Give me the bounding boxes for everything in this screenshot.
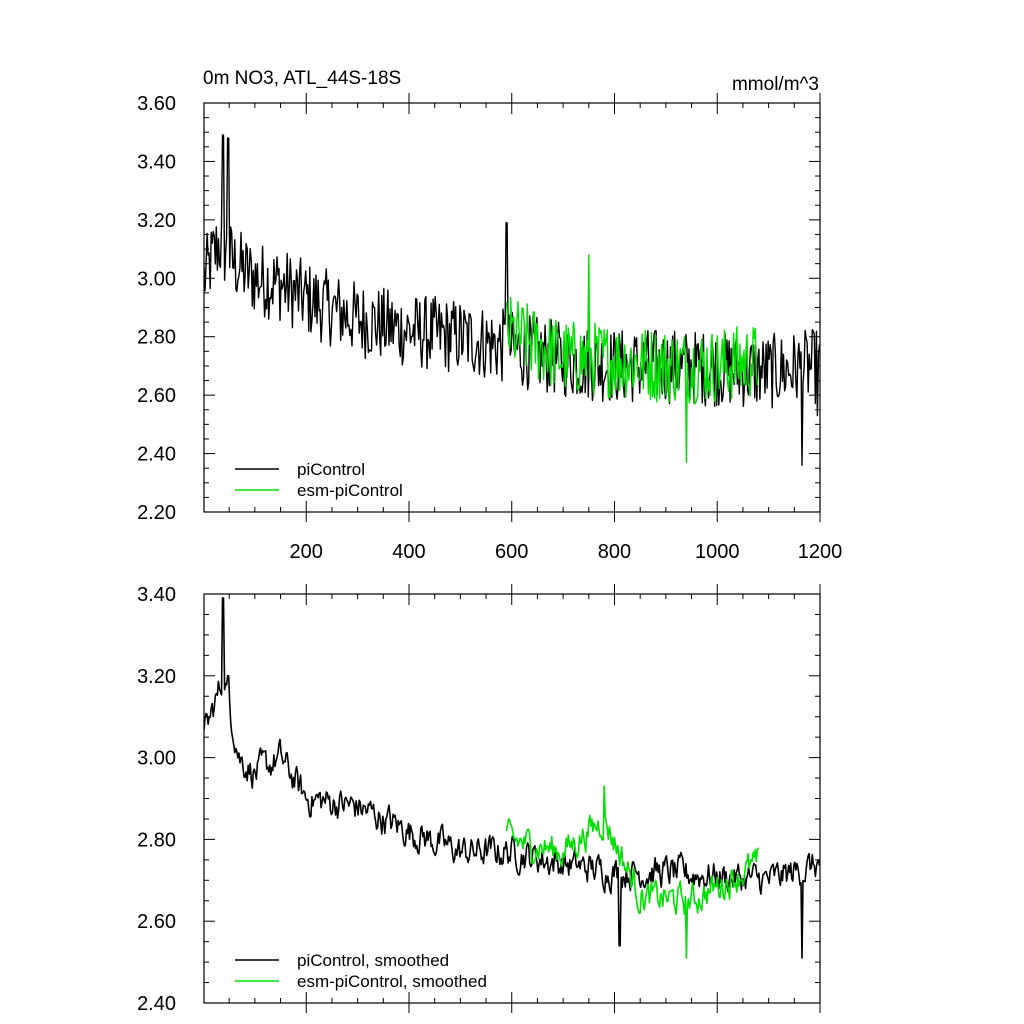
x-tick-label: 1000 <box>695 541 740 563</box>
bottom-legend: piControl, smoothed esm-piControl, smooth… <box>235 951 487 991</box>
plot-frame <box>203 102 821 513</box>
y-tick-label: 2.60 <box>137 911 176 933</box>
bottom-series-lines <box>204 597 820 959</box>
y-tick-label: 2.40 <box>137 993 176 1015</box>
y-tick-label: 2.40 <box>137 444 176 466</box>
plot-frame <box>203 593 821 1004</box>
top-series-lines <box>204 134 820 466</box>
series-line-picontrol <box>204 134 820 466</box>
legend-label: esm-piControl <box>297 481 403 500</box>
units-label: mmol/m^3 <box>732 74 819 95</box>
legend-label: esm-piControl, smoothed <box>297 972 487 991</box>
x-tick-label: 800 <box>598 541 631 563</box>
y-tick-label: 3.40 <box>137 151 176 173</box>
x-tick-label: 600 <box>495 541 528 563</box>
y-tick-label: 3.60 <box>137 93 176 115</box>
y-tick-label: 2.60 <box>137 385 176 407</box>
series-line-esm-picontrol <box>505 785 760 959</box>
y-tick-label: 2.20 <box>137 502 176 524</box>
top-axes: 2.20 2.40 2.60 2.80 3.00 3.20 3.40 3.60 200 400 60… <box>137 93 842 563</box>
series-line-esm-picontrol <box>505 254 759 463</box>
x-tick-label: 400 <box>392 541 425 563</box>
y-tick-label: 3.40 <box>137 584 176 606</box>
y-tick-label: 2.80 <box>137 829 176 851</box>
y-tick-label: 2.80 <box>137 327 176 349</box>
x-tick-label: 200 <box>290 541 323 563</box>
series-line-picontrol <box>204 597 820 959</box>
y-tick-label: 3.20 <box>137 666 176 688</box>
legend-label: piControl <box>297 460 365 479</box>
top-panel: 0m NO3, ATL_44S-18S mmol/m^3 2.20 2.40 2.6… <box>137 68 842 563</box>
x-tick-label: 1200 <box>798 541 843 563</box>
y-tick-label: 3.20 <box>137 210 176 232</box>
y-tick-label: 3.00 <box>137 268 176 290</box>
chart-title: 0m NO3, ATL_44S-18S <box>203 68 401 89</box>
bottom-panel: 2.40 2.60 2.80 3.00 3.20 3.40 piControl, smoo… <box>137 584 821 1015</box>
top-legend: piControl esm-piControl <box>235 460 403 500</box>
bottom-axes: 2.40 2.60 2.80 3.00 3.20 3.40 <box>137 584 821 1015</box>
y-tick-label: 3.00 <box>137 748 176 770</box>
legend-label: piControl, smoothed <box>297 951 449 970</box>
